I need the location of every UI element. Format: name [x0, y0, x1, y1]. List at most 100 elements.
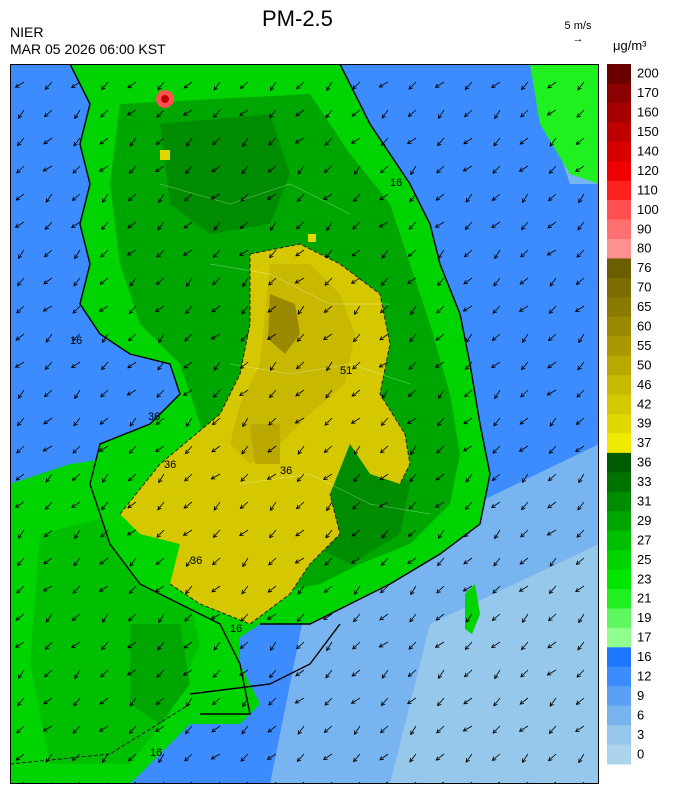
wind-arrow-head [212, 113, 218, 119]
wind-arrow [99, 445, 109, 452]
wind-arrow-head [268, 141, 273, 146]
wind-arrow [520, 529, 529, 538]
wind-arrow-head [575, 700, 581, 705]
wind-arrow [325, 109, 333, 119]
wind-arrow-head [266, 615, 272, 620]
wind-arrow [185, 305, 193, 314]
wind-arrow-head [239, 391, 244, 397]
wind-arrow [213, 529, 221, 538]
wind-arrow [18, 249, 25, 259]
colorbar-label: 160 [637, 105, 659, 120]
wind-arrow [492, 613, 501, 621]
wind-arrow [295, 277, 305, 284]
wind-arrow-head [294, 699, 300, 704]
wind-arrow-head [296, 757, 302, 763]
wind-arrow [351, 529, 361, 537]
wind-arrow-head [266, 195, 272, 200]
wind-arrow-head [185, 309, 190, 315]
wind-arrow [185, 585, 193, 594]
wind-arrow [576, 277, 585, 285]
wind-arrow [379, 641, 389, 648]
wind-arrow [352, 221, 361, 230]
wind-arrow-head [521, 338, 527, 343]
colorbar-label: 12 [637, 669, 651, 684]
wind-arrow-head [267, 728, 273, 733]
wind-arrow [129, 557, 137, 567]
colorbar-label: 55 [637, 338, 651, 353]
wind-arrow [213, 81, 221, 91]
wind-arrow [351, 137, 361, 144]
wind-arrow-head [492, 589, 497, 594]
wind-arrow-head [353, 170, 359, 175]
sea-southeast-lighter [390, 544, 599, 784]
wind-arrow [44, 249, 53, 257]
colorbar-label: 70 [637, 280, 651, 295]
wind-arrow-head [100, 393, 105, 398]
wind-arrow [465, 333, 473, 343]
wind-arrow [493, 277, 501, 287]
wind-arrow [74, 109, 81, 119]
wind-arrow [575, 305, 585, 312]
wind-arrow [268, 277, 277, 286]
wind-arrow-head [185, 169, 190, 175]
wind-arrow-head [575, 727, 580, 733]
wind-arrow-head [463, 280, 468, 285]
wind-arrow-head [464, 225, 470, 231]
wind-arrow [239, 389, 249, 396]
wind-arrow-head [494, 114, 499, 120]
wind-arrow [211, 473, 221, 480]
wind-arrow [465, 613, 473, 623]
wind-arrow-head [44, 645, 50, 651]
wind-arrow-head [16, 309, 21, 314]
wind-arrow-head [43, 140, 48, 145]
unit-label: μg/m³ [613, 38, 647, 53]
wind-arrow-head [42, 307, 48, 312]
wind-arrow-head [266, 755, 272, 760]
wind-arrow [158, 473, 165, 483]
wind-arrow-head [17, 114, 23, 119]
wind-arrow-head [407, 419, 412, 425]
wind-arrow [463, 305, 473, 312]
wind-arrow [132, 781, 137, 784]
wind-arrow [548, 333, 557, 341]
wind-arrow [240, 753, 249, 762]
wind-arrow [213, 221, 221, 231]
wind-arrow [353, 613, 361, 622]
wind-arrow [72, 165, 81, 174]
pm-band-center [250, 424, 280, 464]
wind-arrow [295, 529, 305, 537]
colorbar-swatch [607, 550, 631, 571]
wind-arrow-head [575, 140, 581, 145]
wind-arrow-head [295, 644, 301, 650]
wind-arrow [101, 221, 109, 230]
wind-arrow-head [71, 223, 76, 229]
colorbar-label: 27 [637, 532, 651, 547]
wind-arrow-head [521, 198, 527, 203]
wind-arrow-head [381, 674, 386, 679]
wind-arrow [379, 473, 389, 481]
wind-arrow-head [157, 85, 162, 91]
wind-arrow-head [324, 421, 329, 426]
wind-arrow-head [409, 617, 414, 623]
wind-arrow-head [155, 307, 160, 313]
wind-arrow [520, 669, 529, 678]
wind-arrow [352, 501, 361, 510]
wind-arrow [17, 137, 25, 146]
wind-arrow [549, 445, 557, 454]
wind-reference: 5 m/s → [556, 20, 600, 45]
wind-arrow-head [325, 253, 330, 259]
wind-arrow [576, 137, 585, 145]
wind-arrow-head [295, 112, 300, 117]
wind-arrow-head [408, 505, 413, 510]
wind-arrow-head [71, 336, 77, 341]
wind-arrow-head [437, 114, 443, 119]
wind-arrow [492, 193, 501, 201]
wind-arrow [156, 557, 165, 565]
wind-arrow [240, 501, 249, 509]
wind-arrow [492, 165, 501, 174]
wind-arrow [409, 333, 417, 343]
wind-arrow [212, 137, 221, 145]
wind-arrow [436, 585, 445, 594]
wind-arrow-head [269, 226, 275, 231]
wind-arrow [183, 501, 193, 509]
